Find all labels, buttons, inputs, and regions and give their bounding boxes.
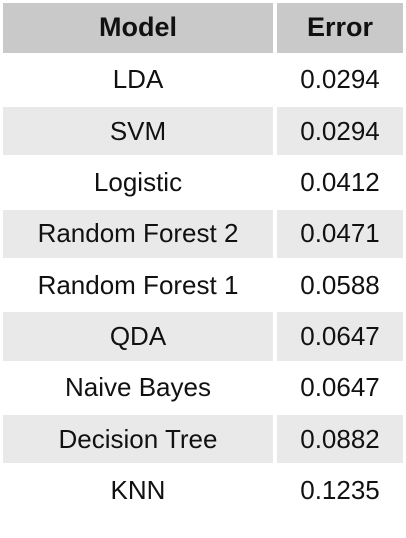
model-cell: Random Forest 2 xyxy=(3,208,277,261)
model-cell: Naive Bayes xyxy=(3,362,277,415)
table-row: SVM 0.0294 xyxy=(3,105,403,159)
error-cell: 0.0588 xyxy=(275,259,403,313)
model-cell: QDA xyxy=(3,310,277,364)
model-cell: SVM xyxy=(3,105,277,159)
error-cell: 0.1235 xyxy=(275,464,403,518)
model-cell: KNN xyxy=(3,464,277,518)
table-row: Random Forest 2 0.0471 xyxy=(3,208,403,261)
model-cell: Random Forest 1 xyxy=(3,259,277,313)
table-row: KNN 0.1235 xyxy=(3,464,403,518)
error-cell: 0.0471 xyxy=(275,208,403,261)
header-row: Model Error xyxy=(3,3,403,56)
table-row: Decision Tree 0.0882 xyxy=(3,413,403,467)
column-header-error: Error xyxy=(275,3,403,56)
error-cell: 0.0294 xyxy=(275,54,403,108)
results-table: Model Error LDA 0.0294 SVM 0.0294 Logist… xyxy=(3,3,403,518)
error-cell: 0.0647 xyxy=(275,310,403,364)
column-header-model: Model xyxy=(3,3,277,56)
model-cell: LDA xyxy=(3,54,277,108)
table-row: LDA 0.0294 xyxy=(3,54,403,108)
error-cell: 0.0882 xyxy=(275,413,403,467)
error-cell: 0.0294 xyxy=(275,105,403,159)
model-cell: Logistic xyxy=(3,156,277,210)
table-row: Naive Bayes 0.0647 xyxy=(3,362,403,415)
error-cell: 0.0647 xyxy=(275,362,403,415)
table-row: Logistic 0.0412 xyxy=(3,156,403,210)
error-cell: 0.0412 xyxy=(275,156,403,210)
table-row: Random Forest 1 0.0588 xyxy=(3,259,403,313)
table-row: QDA 0.0647 xyxy=(3,310,403,364)
model-cell: Decision Tree xyxy=(3,413,277,467)
